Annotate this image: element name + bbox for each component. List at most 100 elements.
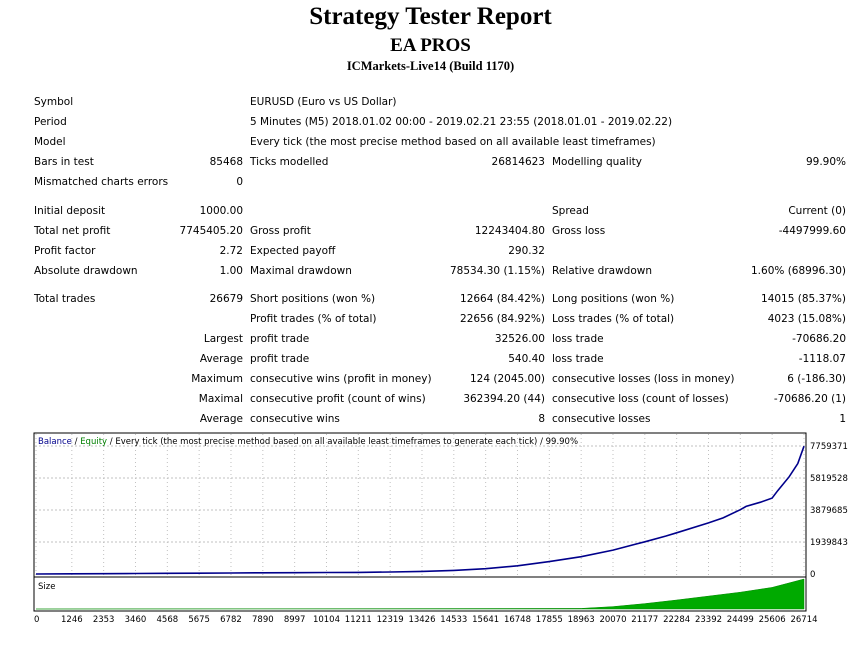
average-loss-label: loss trade (552, 353, 604, 365)
maximal-drawdown-label: Maximal drawdown (250, 265, 352, 277)
x-tick-label: 26714 (790, 615, 817, 625)
x-tick-label: 6782 (220, 615, 242, 625)
y-tick-labels: 7759371 5819528 3879685 1939843 0 (810, 442, 848, 580)
balance-series-line (35, 445, 805, 575)
x-tick-label: 3460 (125, 615, 147, 625)
mismatch-label: Mismatched charts errors (34, 176, 169, 188)
average-consecutive-prefix: Average (199, 413, 243, 425)
model-label: Model (34, 136, 66, 148)
maximum-prefix: Maximum (191, 373, 243, 385)
x-tick-label: 16748 (504, 615, 531, 625)
x-tick-label: 12319 (377, 615, 404, 625)
max-consecutive-losses-value: 6 (-186.30) (787, 373, 846, 385)
size-series-area (35, 578, 805, 610)
x-tick-label: 2353 (93, 615, 115, 625)
legend-balance: Balance (38, 437, 72, 447)
x-tick-label: 13426 (408, 615, 435, 625)
maximal-consecutive-profit-value: 362394.20 (44) (463, 393, 545, 405)
total-net-profit-value: 7745405.20 (179, 225, 243, 237)
max-consecutive-wins-label: consecutive wins (profit in money) (250, 373, 432, 385)
avg-consecutive-wins-value: 8 (538, 413, 545, 425)
report-title: Strategy Tester Report (309, 3, 552, 30)
x-tick-label: 18963 (568, 615, 595, 625)
symbol-value: EURUSD (Euro vs US Dollar) (250, 96, 397, 108)
spread-label: Spread (552, 205, 589, 217)
avg-consecutive-losses-label: consecutive losses (552, 413, 651, 425)
bars-label: Bars in test (34, 156, 94, 168)
absolute-drawdown-label: Absolute drawdown (34, 265, 138, 277)
x-tick-label: 10104 (313, 615, 340, 625)
max-consecutive-losses-label: consecutive losses (loss in money) (552, 373, 735, 385)
absolute-drawdown-value: 1.00 (219, 265, 243, 277)
period-value: 5 Minutes (M5) 2018.01.02 00:00 - 2019.0… (250, 116, 673, 128)
profit-trades-value: 22656 (84.92%) (460, 313, 545, 325)
maximal-consecutive-loss-label: consecutive loss (count of losses) (552, 393, 729, 405)
largest-loss-value: -70686.20 (792, 333, 846, 345)
loss-trades-value: 4023 (15.08%) (767, 313, 846, 325)
average-prefix: Average (199, 353, 243, 365)
chart-legend: Balance / Equity / Every tick (the most … (38, 437, 578, 447)
relative-drawdown-label: Relative drawdown (552, 265, 653, 277)
expected-payoff-label: Expected payoff (250, 245, 336, 257)
relative-drawdown-value: 1.60% (68996.30) (751, 265, 846, 277)
gross-profit-value: 12243404.80 (474, 225, 545, 237)
average-loss-value: -1118.07 (798, 353, 846, 365)
x-tick-label: 1246 (61, 615, 83, 625)
y-tick-label: 3879685 (810, 506, 848, 516)
x-tick-labels: 0 1246 2353 3460 4568 5675 6782 7890 8997 10104 11… (34, 615, 818, 625)
chart-frame (33, 432, 807, 578)
maximal-prefix: Maximal (198, 393, 243, 405)
x-tick-label: 11211 (345, 615, 372, 625)
short-positions-value: 12664 (84.42%) (460, 293, 545, 305)
largest-prefix: Largest (203, 333, 243, 345)
short-positions-label: Short positions (won %) (250, 293, 376, 305)
avg-consecutive-losses-value: 1 (839, 413, 846, 425)
max-consecutive-wins-value: 124 (2045.00) (470, 373, 545, 385)
total-net-profit-label: Total net profit (34, 225, 111, 237)
symbol-label: Symbol (34, 96, 74, 108)
largest-loss-label: loss trade (552, 333, 604, 345)
y-tick-label: 0 (810, 570, 815, 580)
gross-loss-value: -4497999.60 (778, 225, 846, 237)
avg-consecutive-wins-label: consecutive wins (250, 413, 340, 425)
ticks-label: Ticks modelled (250, 156, 329, 168)
size-label: Size (38, 582, 55, 592)
quality-value: 99.90% (805, 156, 846, 168)
x-tick-label: 8997 (284, 615, 306, 625)
chart-grid (35, 434, 805, 576)
x-tick-label: 21177 (631, 615, 658, 625)
bars-value: 85468 (209, 156, 243, 168)
x-tick-label: 15641 (472, 615, 499, 625)
mismatch-value: 0 (236, 176, 243, 188)
x-tick-label: 7890 (252, 615, 274, 625)
x-tick-label: 5675 (188, 615, 210, 625)
total-trades-value: 26679 (209, 293, 243, 305)
expected-payoff-value: 290.32 (508, 245, 545, 257)
gross-loss-label: Gross loss (552, 225, 606, 237)
average-profit-value: 540.40 (508, 353, 545, 365)
average-profit-label: profit trade (250, 353, 310, 365)
maximal-consecutive-profit-label: consecutive profit (count of wins) (250, 393, 426, 405)
profit-factor-label: Profit factor (34, 245, 96, 257)
spread-value: Current (0) (788, 205, 846, 217)
model-value: Every tick (the most precise method base… (250, 136, 656, 148)
x-tick-label: 14533 (440, 615, 467, 625)
expert-name: EA PROS (390, 35, 471, 56)
largest-profit-value: 32526.00 (494, 333, 545, 345)
profit-trades-label: Profit trades (% of total) (250, 313, 377, 325)
largest-profit-label: profit trade (250, 333, 310, 345)
y-tick-label: 1939843 (810, 538, 848, 548)
y-tick-label: 5819528 (810, 474, 848, 484)
long-positions-label: Long positions (won %) (552, 293, 675, 305)
legend-rest: / Every tick (the most precise method ba… (107, 437, 578, 447)
server-build: ICMarkets-Live14 (Build 1170) (346, 59, 515, 73)
x-tick-label: 17855 (536, 615, 563, 625)
maximal-consecutive-loss-value: -70686.20 (1) (773, 393, 846, 405)
gross-profit-label: Gross profit (250, 225, 311, 237)
x-tick-label: 24499 (727, 615, 754, 625)
x-tick-label: 22284 (663, 615, 690, 625)
y-tick-label: 7759371 (810, 442, 848, 452)
x-tick-label: 0 (34, 615, 39, 625)
quality-label: Modelling quality (552, 156, 642, 168)
